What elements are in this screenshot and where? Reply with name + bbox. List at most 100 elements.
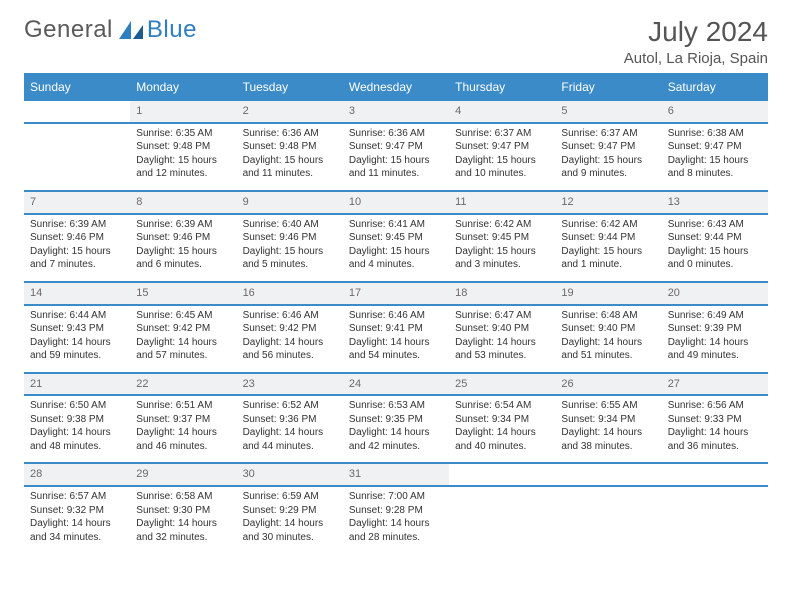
daylight-line: Daylight: 15 hours and 4 minutes. — [349, 245, 443, 272]
daylight-line: Daylight: 14 hours and 56 minutes. — [243, 336, 337, 363]
sunrise-line: Sunrise: 6:52 AM — [243, 399, 337, 413]
sunset-line: Sunset: 9:46 PM — [136, 231, 230, 245]
day-number-cell: 9 — [237, 191, 343, 214]
weekday-header-row: Sunday Monday Tuesday Wednesday Thursday… — [24, 74, 768, 100]
daylight-line: Daylight: 14 hours and 30 minutes. — [243, 517, 337, 544]
day-detail-cell: Sunrise: 6:57 AMSunset: 9:32 PMDaylight:… — [24, 486, 130, 554]
daylight-line: Daylight: 14 hours and 32 minutes. — [136, 517, 230, 544]
sunset-line: Sunset: 9:47 PM — [668, 140, 762, 154]
weekday-header: Thursday — [449, 74, 555, 100]
day-detail-cell: Sunrise: 6:46 AMSunset: 9:41 PMDaylight:… — [343, 305, 449, 373]
daylight-line: Daylight: 14 hours and 38 minutes. — [561, 426, 655, 453]
sunset-line: Sunset: 9:44 PM — [668, 231, 762, 245]
day-detail-cell: Sunrise: 7:00 AMSunset: 9:28 PMDaylight:… — [343, 486, 449, 554]
day-number-cell: 18 — [449, 282, 555, 305]
logo-text-1: General — [24, 16, 113, 44]
sunrise-line: Sunrise: 6:44 AM — [30, 309, 124, 323]
daylight-line: Daylight: 14 hours and 57 minutes. — [136, 336, 230, 363]
sunset-line: Sunset: 9:29 PM — [243, 504, 337, 518]
day-number-cell: 1 — [130, 100, 236, 123]
sunset-line: Sunset: 9:44 PM — [561, 231, 655, 245]
day-number-cell: 15 — [130, 282, 236, 305]
day-number-cell — [662, 463, 768, 486]
day-detail-cell — [662, 486, 768, 554]
day-number-cell: 5 — [555, 100, 661, 123]
sunset-line: Sunset: 9:39 PM — [668, 322, 762, 336]
daylight-line: Daylight: 14 hours and 42 minutes. — [349, 426, 443, 453]
day-number-cell: 21 — [24, 373, 130, 396]
sunset-line: Sunset: 9:40 PM — [561, 322, 655, 336]
day-detail-cell: Sunrise: 6:48 AMSunset: 9:40 PMDaylight:… — [555, 305, 661, 373]
daylight-line: Daylight: 14 hours and 34 minutes. — [30, 517, 124, 544]
day-number-cell: 20 — [662, 282, 768, 305]
day-number-cell: 19 — [555, 282, 661, 305]
daylight-line: Daylight: 15 hours and 0 minutes. — [668, 245, 762, 272]
day-number-cell — [555, 463, 661, 486]
day-detail-cell: Sunrise: 6:37 AMSunset: 9:47 PMDaylight:… — [555, 123, 661, 191]
day-detail-cell: Sunrise: 6:59 AMSunset: 9:29 PMDaylight:… — [237, 486, 343, 554]
day-detail-cell: Sunrise: 6:35 AMSunset: 9:48 PMDaylight:… — [130, 123, 236, 191]
day-detail-cell: Sunrise: 6:39 AMSunset: 9:46 PMDaylight:… — [130, 214, 236, 282]
sunrise-line: Sunrise: 6:42 AM — [561, 218, 655, 232]
day-detail-cell: Sunrise: 6:39 AMSunset: 9:46 PMDaylight:… — [24, 214, 130, 282]
sunrise-line: Sunrise: 7:00 AM — [349, 490, 443, 504]
sunrise-line: Sunrise: 6:47 AM — [455, 309, 549, 323]
day-number-cell — [24, 100, 130, 123]
sunset-line: Sunset: 9:42 PM — [136, 322, 230, 336]
day-number-cell: 24 — [343, 373, 449, 396]
sunrise-line: Sunrise: 6:40 AM — [243, 218, 337, 232]
logo: General Blue — [24, 16, 197, 44]
sunrise-line: Sunrise: 6:36 AM — [349, 127, 443, 141]
weekday-header: Monday — [130, 74, 236, 100]
sunrise-line: Sunrise: 6:46 AM — [243, 309, 337, 323]
daylight-line: Daylight: 14 hours and 40 minutes. — [455, 426, 549, 453]
daylight-line: Daylight: 14 hours and 48 minutes. — [30, 426, 124, 453]
day-detail-cell: Sunrise: 6:40 AMSunset: 9:46 PMDaylight:… — [237, 214, 343, 282]
sunset-line: Sunset: 9:47 PM — [349, 140, 443, 154]
day-detail-cell: Sunrise: 6:52 AMSunset: 9:36 PMDaylight:… — [237, 395, 343, 463]
logo-sail-icon — [117, 19, 145, 41]
daylight-line: Daylight: 15 hours and 8 minutes. — [668, 154, 762, 181]
day-number-cell: 16 — [237, 282, 343, 305]
day-detail-cell: Sunrise: 6:41 AMSunset: 9:45 PMDaylight:… — [343, 214, 449, 282]
day-detail-cell: Sunrise: 6:56 AMSunset: 9:33 PMDaylight:… — [662, 395, 768, 463]
sunset-line: Sunset: 9:40 PM — [455, 322, 549, 336]
day-number-row: 123456 — [24, 100, 768, 123]
sunrise-line: Sunrise: 6:53 AM — [349, 399, 443, 413]
day-detail-cell: Sunrise: 6:43 AMSunset: 9:44 PMDaylight:… — [662, 214, 768, 282]
day-detail-cell: Sunrise: 6:50 AMSunset: 9:38 PMDaylight:… — [24, 395, 130, 463]
day-number-cell: 7 — [24, 191, 130, 214]
daylight-line: Daylight: 15 hours and 11 minutes. — [243, 154, 337, 181]
daylight-line: Daylight: 15 hours and 7 minutes. — [30, 245, 124, 272]
sunrise-line: Sunrise: 6:35 AM — [136, 127, 230, 141]
daylight-line: Daylight: 15 hours and 1 minute. — [561, 245, 655, 272]
logo-text-2: Blue — [147, 16, 197, 44]
sunrise-line: Sunrise: 6:41 AM — [349, 218, 443, 232]
sunset-line: Sunset: 9:37 PM — [136, 413, 230, 427]
sunset-line: Sunset: 9:41 PM — [349, 322, 443, 336]
weekday-header: Saturday — [662, 74, 768, 100]
day-number-cell: 28 — [24, 463, 130, 486]
day-detail-cell: Sunrise: 6:47 AMSunset: 9:40 PMDaylight:… — [449, 305, 555, 373]
sunrise-line: Sunrise: 6:56 AM — [668, 399, 762, 413]
daylight-line: Daylight: 15 hours and 10 minutes. — [455, 154, 549, 181]
day-number-cell: 29 — [130, 463, 236, 486]
daylight-line: Daylight: 15 hours and 12 minutes. — [136, 154, 230, 181]
day-detail-row: Sunrise: 6:39 AMSunset: 9:46 PMDaylight:… — [24, 214, 768, 282]
sunrise-line: Sunrise: 6:38 AM — [668, 127, 762, 141]
sunset-line: Sunset: 9:46 PM — [30, 231, 124, 245]
day-number-cell: 8 — [130, 191, 236, 214]
sunrise-line: Sunrise: 6:46 AM — [349, 309, 443, 323]
day-detail-cell — [555, 486, 661, 554]
daylight-line: Daylight: 15 hours and 11 minutes. — [349, 154, 443, 181]
day-detail-cell: Sunrise: 6:51 AMSunset: 9:37 PMDaylight:… — [130, 395, 236, 463]
day-detail-cell: Sunrise: 6:42 AMSunset: 9:45 PMDaylight:… — [449, 214, 555, 282]
day-detail-row: Sunrise: 6:57 AMSunset: 9:32 PMDaylight:… — [24, 486, 768, 554]
sunrise-line: Sunrise: 6:55 AM — [561, 399, 655, 413]
sunrise-line: Sunrise: 6:58 AM — [136, 490, 230, 504]
daylight-line: Daylight: 14 hours and 46 minutes. — [136, 426, 230, 453]
sunrise-line: Sunrise: 6:36 AM — [243, 127, 337, 141]
sunset-line: Sunset: 9:43 PM — [30, 322, 124, 336]
day-number-cell: 17 — [343, 282, 449, 305]
day-detail-cell: Sunrise: 6:49 AMSunset: 9:39 PMDaylight:… — [662, 305, 768, 373]
